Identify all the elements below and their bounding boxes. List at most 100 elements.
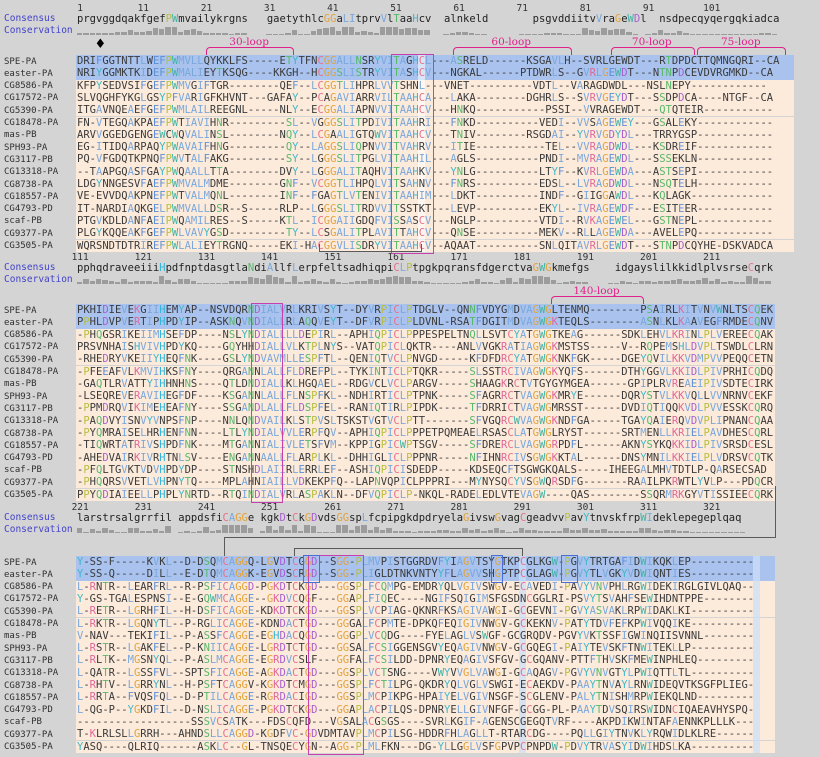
sequence-row[interactable]: L-QG-P--YGKDFIL--D-NSLICAGGE-PGKDTCKGD--… — [77, 703, 755, 716]
sequence-label[interactable]: CG8738-PA — [4, 179, 53, 190]
sequence-label[interactable]: CG8738-PA — [4, 680, 53, 691]
sequence-row[interactable]: PKHIDIEVEKGIIHEMYAP--NSVDQRNDIALVRLKRIVS… — [77, 304, 774, 316]
sequence-label[interactable]: CG9377-PA — [4, 477, 53, 488]
sequence-row[interactable]: L-RRTA--FVQSFQL--D-PTILCAGGE-RGRDACIGD--… — [77, 691, 755, 704]
sequence-row[interactable]: -LSEQREVERAVIHEGFDF----KSGANNLALLFLNSPFK… — [77, 390, 774, 403]
sequence-row[interactable]: ITGAVNQEAEFGEFPWMLAILREEGNL-----NLY--ECG… — [77, 104, 774, 117]
sequence-label[interactable]: CG18557-PA — [4, 440, 59, 451]
sequence-row[interactable]: SLVQGHFYKGLGSYPFVARIGFKHVNT---GAFAY--PCA… — [77, 91, 774, 104]
sequence-label[interactable]: CG3117-PB — [4, 655, 53, 666]
sequence-label[interactable]: mas-PB — [4, 130, 37, 141]
sequence-row[interactable]: --TAAPGQASFGAYPWQAALLTTA--------DVY--LGG… — [77, 165, 774, 178]
sequence-row[interactable]: -RHEDRYVKEIIYHEQFNK----GSLYNDVAVMLLESPFT… — [77, 353, 774, 366]
sequence-row[interactable]: -PHQQRSVVETLVHPNYTQ----MPLAHNIAILLVDKEKP… — [77, 476, 774, 489]
sequence-row[interactable]: V-NAV---TEKIFIL--P-ASSFCAGGE-EGHDACQGD--… — [77, 629, 755, 642]
sequence-label[interactable]: CG4793-PD — [4, 705, 53, 716]
sequence-label[interactable]: CG13318-PA — [4, 167, 59, 178]
sequence-row-bg — [76, 629, 775, 643]
sequence-row[interactable]: -PHQGSRIKEIIMHSEFDP----NSLYNDIALLLLDEPIR… — [77, 328, 774, 341]
sequence-row[interactable]: VE-EVVDQAKPNEFPWTVALMQNL--------INF--FGA… — [77, 190, 774, 203]
sequence-label[interactable]: SPE-PA — [4, 557, 37, 568]
sequence-row[interactable]: -PFQLTGVKTVDVHPDYDP----STNSHDLAIIRLERRLE… — [77, 463, 767, 476]
sequence-row[interactable]: -PPMDRQVIKIMEHEAFNY----SSGANDLALLFLDSPFE… — [77, 402, 774, 415]
sequence-label[interactable]: SPH93-PA — [4, 391, 48, 402]
sequence-label[interactable]: CG3505-PA — [4, 490, 53, 500]
sequence-label[interactable]: CG5390-PA — [4, 105, 53, 116]
sequence-label[interactable]: CG3117-PB — [4, 403, 53, 414]
sequence-row[interactable]: -PAQDVYISNVYVNPSFNP----NNLQNDVAILKLSTPVS… — [77, 414, 774, 427]
sequence-label[interactable]: CG17572-PA — [4, 594, 59, 605]
motif-box-magenta — [390, 54, 434, 254]
sequence-row[interactable]: Y-SS-F-----KVKL--D-DSQMCAGGQ-LGVDTCGGD--… — [77, 556, 755, 568]
sequence-row[interactable]: -GAQTLRVATTYIHHNHNS----QTLDNDIALLKLHGQAE… — [77, 377, 774, 390]
sequence-label[interactable]: mas-PB — [4, 379, 37, 390]
sequence-label[interactable]: CG13318-PA — [4, 416, 59, 427]
sequence-row[interactable]: -TIQWRTATRIVSHPDFNK----MTGANNIALIVLETSFV… — [77, 439, 774, 452]
ruler-number: 231 — [134, 502, 152, 513]
sequence-row[interactable]: LDGYNNGESVFAEFPWMVALMDME--------GNF--VCG… — [77, 178, 774, 190]
sequence-row[interactable]: EG-ITIDQARPAQYPWAVAIFHNG---------QY--LAG… — [77, 141, 774, 154]
sequence-label[interactable]: CG5390-PA — [4, 606, 53, 617]
sequence-row[interactable]: ARVVGGEDGENGEWCWQVALINSL--------NQY--LCG… — [77, 128, 774, 141]
sequence-label[interactable]: CG5390-PA — [4, 354, 53, 365]
sequence-label[interactable]: scaf-PB — [4, 465, 42, 476]
sequence-row[interactable]: -AHEDVAIRKIVRHTNLSV----ENGANNAALLFLARPLK… — [77, 451, 774, 464]
sequence-label[interactable]: CG8586-PA — [4, 81, 53, 92]
sequence-row[interactable]: WQRSNDTDTRIREFPWLALIEYTRGNQ-----EKI-HACG… — [77, 239, 774, 252]
sequence-row[interactable]: PQ-VFGDQTKPNQFPWVTALFAKG---------SY--LGG… — [77, 153, 774, 166]
sequence-label[interactable]: SPH93-PA — [4, 643, 48, 654]
sequence-label[interactable]: CG8738-PA — [4, 428, 53, 439]
sequence-row[interactable]: L-RHTV--LGRRYNL--H-PSFTCAGGV-KGKDTCMGD--… — [77, 679, 755, 691]
sequence-row[interactable]: Y-GS-TGALESPNSI--E-GQWMCAGGE--GKDVCQGF--… — [77, 592, 755, 605]
sequence-row[interactable]: PRSVNHAISHVIVHPDYKQ----GQYHHDIALLVLKTPLN… — [77, 340, 774, 353]
sequence-row[interactable]: L-RETR--LGRHFIL--H-DSFICAGGE-KDKDTCKGD--… — [77, 605, 755, 618]
sequence-label[interactable]: SPE-PA — [4, 56, 37, 67]
sequence-label[interactable]: easter-PA — [4, 317, 53, 328]
sequence-row[interactable]: L-RSTR--LGAKFEL--P-KNIICAGGE-LGRDTCTGD--… — [77, 642, 755, 655]
sequence-label[interactable]: easter-PA — [4, 68, 53, 79]
sequence-label[interactable]: CG3505-PA — [4, 742, 53, 752]
sequence-label[interactable]: CG18557-PA — [4, 191, 59, 202]
sequence-label[interactable]: CG17572-PA — [4, 93, 59, 104]
sequence-label[interactable]: scaf-PB — [4, 216, 42, 227]
sequence-row[interactable]: YASQ----QLRIQ------ASKLC--GL-TNSQECYGN--… — [77, 740, 755, 753]
sequence-label[interactable]: SPE-PA — [4, 305, 37, 316]
sequence-label[interactable]: SPH93-PA — [4, 142, 48, 153]
sequence-label[interactable]: CG9377-PA — [4, 228, 53, 239]
sequence-label[interactable]: CG8586-PA — [4, 330, 53, 341]
sequence-label[interactable]: CG17572-PA — [4, 342, 59, 353]
sequence-row[interactable]: PPYQDIAIEELLPHPLYNRTD--RTQINDIALVRLASPAK… — [77, 488, 774, 501]
sequence-row[interactable]: PLGYKQQEAKFGEFPWLVAVYGSD---------TY--LCS… — [77, 227, 774, 240]
sequence-row-bg — [76, 153, 794, 166]
sequence-row[interactable]: IT-NARDIAQKGELPWMVALLDSR--S-----RLP--LGG… — [77, 202, 774, 215]
sequence-label[interactable]: CG3117-PB — [4, 154, 53, 165]
sequence-label[interactable]: CG18478-PA — [4, 118, 59, 128]
sequence-label[interactable]: CG4793-PD — [4, 453, 53, 464]
sequence-label[interactable]: CG9377-PA — [4, 729, 53, 740]
sequence-label[interactable]: CG4793-PD — [4, 204, 53, 215]
sequence-row[interactable]: Y-SS-Q-----DILL--E-DTQMCAGGK-EGVDSCRGD--… — [77, 568, 755, 581]
sequence-row[interactable]: ------------------SSSVCSATK---FDSCQFD---… — [77, 715, 755, 728]
sequence-label[interactable]: easter-PA — [4, 569, 53, 580]
sequence-row[interactable]: L-RKTR--LGQNYTL--P-RGLICAGGE-KDNDACTGD--… — [77, 617, 755, 630]
sequence-row[interactable]: PTGVKDLDANFAEIPWQAMILRES--S-----KTL--ICG… — [77, 214, 774, 227]
sequence-row[interactable]: T-KLRLSLLGRRH---AHNDSLLCAGGD-KGDFVC-GDVD… — [77, 728, 755, 741]
sequence-row[interactable]: L-RLTK--MGSNYQL--P-ASLMCAGGE-EGRDVCSLF--… — [77, 654, 755, 667]
sequence-row[interactable]: NRIYGGMKTKIDEFPWMALIEYTKSQG----KKGH--HCG… — [77, 67, 774, 80]
sequence-row[interactable]: L-QATR--LGSSFVL--SPTSFICAGGE-AGKDACTGD--… — [77, 666, 755, 679]
sequence-row[interactable]: PPHLDVPVERTIPHPDYIP--ASKNQVNDIALLRLAQQVE… — [77, 316, 774, 329]
sequence-label[interactable]: CG18557-PA — [4, 692, 59, 703]
sequence-label[interactable]: CG18478-PA — [4, 367, 59, 377]
sequence-label[interactable]: CG13318-PA — [4, 668, 59, 679]
sequence-label[interactable]: mas-PB — [4, 631, 37, 642]
sequence-row[interactable]: KFPYSEDVSIFGEFPWMVGIFTGR--------QEF--LCG… — [77, 79, 767, 92]
sequence-row[interactable]: FN-VTEGQAKPAEFPWTIAVIHNR---------SL--VGG… — [77, 116, 774, 129]
sequence-row[interactable]: -PFEEAFVLKMVIHKSFNY----QRGANNLALLFLDREFP… — [77, 365, 774, 378]
sequence-label[interactable]: CG8586-PA — [4, 582, 53, 593]
sequence-label[interactable]: scaf-PB — [4, 717, 42, 728]
sequence-row[interactable]: DRIFGGTNTTLWEFPWMVLLQYKKLFS-----ETYTFNCG… — [77, 55, 780, 67]
sequence-label[interactable]: CG18478-PA — [4, 619, 59, 629]
sequence-row[interactable]: -PYQMRAISELHRHENFNN----LTLYNDIALVVLERPFQ… — [77, 427, 774, 439]
sequence-row[interactable]: L-RNTR--LEARFRL--R-PSFICAGGD-PGKDTCKGD--… — [77, 580, 755, 593]
sequence-label[interactable]: CG3505-PA — [4, 241, 53, 251]
